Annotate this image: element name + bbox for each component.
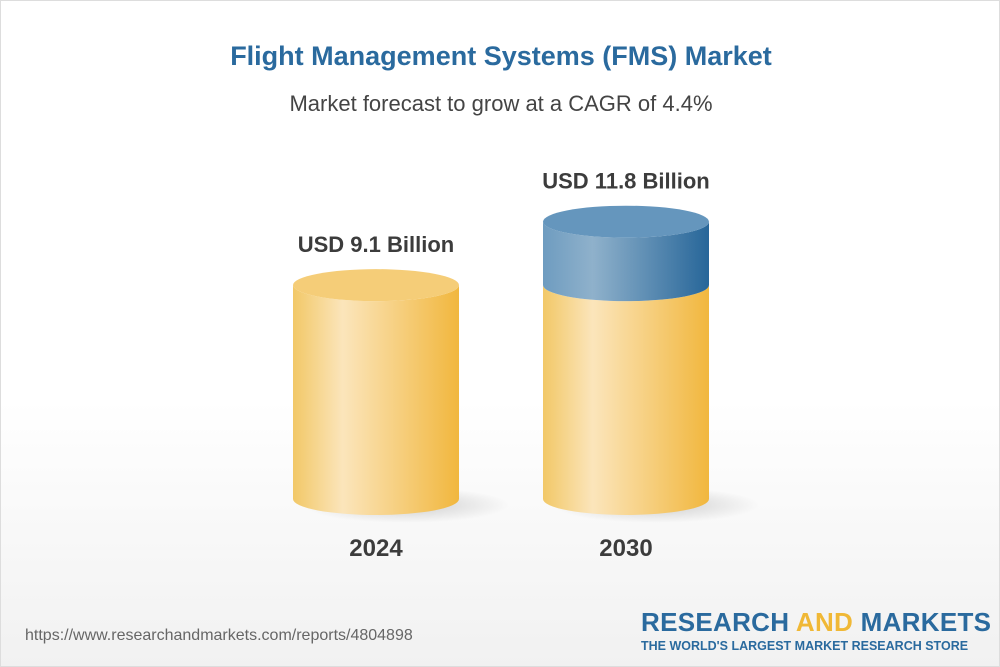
chart: USD 9.1 Billion 2024 USD 11.8 Billion 2030 [293, 169, 759, 562]
data-label: USD 11.8 Billion [542, 169, 710, 194]
x-tick-label: 2030 [599, 535, 652, 562]
bar-base-2024 [293, 285, 459, 515]
research-and-markets-logo: RESEARCH AND MARKETS THE WORLD'S LARGEST… [641, 607, 992, 653]
chart-subtitle: Market forecast to grow at a CAGR of 4.4… [289, 91, 713, 116]
bar-top-2024 [293, 269, 459, 302]
data-label: USD 9.1 Billion [298, 232, 454, 257]
source-url[interactable]: https://www.researchandmarkets.com/repor… [25, 627, 413, 644]
logo-tagline: THE WORLD'S LARGEST MARKET RESEARCH STOR… [641, 639, 969, 653]
x-tick-label: 2024 [349, 535, 403, 562]
chart-title: Flight Management Systems (FMS) Market [230, 41, 772, 71]
bar-top-2030 [543, 205, 709, 238]
bar-growth-2030 [543, 221, 709, 302]
bar-base-2030 [543, 285, 709, 515]
